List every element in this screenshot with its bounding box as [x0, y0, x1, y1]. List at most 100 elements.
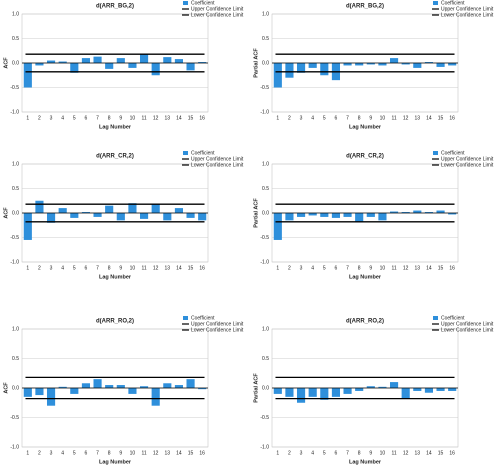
- y-tick-label: -1.0: [260, 259, 269, 265]
- bar: [139, 386, 149, 388]
- bar: [139, 213, 149, 219]
- legend-label: Lower Confidence Limit: [191, 327, 244, 333]
- bar: [273, 63, 282, 88]
- x-tick-label: 16: [199, 115, 205, 121]
- bar: [401, 63, 410, 65]
- bar: [296, 63, 306, 73]
- bar: [151, 204, 160, 213]
- bar: [436, 63, 445, 67]
- x-tick-label: 14: [176, 265, 182, 271]
- bar: [174, 208, 184, 213]
- y-tick-label: 0.0: [12, 210, 19, 216]
- bar: [285, 213, 294, 221]
- bar: [139, 54, 149, 63]
- x-tick-label: 6: [85, 115, 88, 121]
- bar: [81, 58, 91, 63]
- y-tick-label: -0.5: [260, 235, 269, 241]
- bar: [186, 213, 195, 218]
- legend-swatch: [433, 151, 438, 155]
- bar: [151, 388, 160, 406]
- bar: [151, 63, 160, 76]
- bar: [58, 386, 67, 388]
- x-tick-label: 7: [346, 265, 349, 271]
- x-tick-label: 1: [26, 450, 29, 456]
- legend-swatch: [183, 151, 188, 155]
- bar: [70, 63, 79, 73]
- x-tick-label: 4: [61, 450, 64, 456]
- bar: [35, 388, 44, 396]
- bar: [105, 385, 114, 388]
- y-tick-label: 1.0: [12, 161, 19, 167]
- bar: [23, 388, 32, 397]
- x-tick-label: 2: [38, 265, 41, 271]
- bar: [46, 213, 56, 223]
- bar: [285, 63, 294, 78]
- y-tick-label: -0.5: [260, 85, 269, 91]
- x-tick-label: 5: [73, 450, 76, 456]
- x-axis-title: Lag Number: [349, 274, 382, 280]
- bar: [378, 213, 387, 221]
- bar: [70, 213, 79, 218]
- x-tick-label: 7: [96, 265, 99, 271]
- x-tick-label: 2: [288, 450, 291, 456]
- x-tick-label: 14: [426, 265, 432, 271]
- bar: [81, 212, 91, 213]
- y-tick-label: -1.0: [10, 109, 19, 115]
- x-tick-label: 15: [438, 265, 444, 271]
- y-tick-label: 1.0: [262, 326, 269, 332]
- x-tick-label: 13: [415, 450, 421, 456]
- bar: [163, 213, 172, 221]
- chart: -1.0-0.50.00.51.01 2 3 4 5 6 7 8 9 10 11 12 13 14 15 16…: [3, 315, 243, 465]
- y-tick-label: -1.0: [260, 444, 269, 450]
- bar: [46, 388, 56, 406]
- legend-swatch: [183, 316, 188, 320]
- y-tick-label: -0.5: [10, 235, 19, 241]
- x-tick-label: 10: [130, 115, 136, 121]
- y-tick-label: 1.0: [12, 326, 19, 332]
- x-tick-label: 8: [108, 265, 111, 271]
- y-tick-label: 0.0: [12, 60, 19, 66]
- x-tick-label: 5: [323, 450, 326, 456]
- x-axis-title: Lag Number: [349, 459, 382, 465]
- bar: [116, 213, 125, 221]
- bar: [413, 388, 422, 391]
- bar: [448, 388, 457, 391]
- x-tick-label: 8: [108, 450, 111, 456]
- x-tick-label: 11: [391, 115, 396, 121]
- y-axis-title: ACF: [3, 57, 9, 69]
- x-tick-label: 10: [130, 265, 136, 271]
- x-tick-label: 2: [288, 115, 291, 121]
- x-tick-label: 13: [415, 265, 421, 271]
- bar: [436, 388, 445, 391]
- y-tick-label: -1.0: [10, 444, 19, 450]
- bar: [424, 62, 434, 63]
- bar: [285, 388, 294, 397]
- x-tick-label: 6: [85, 450, 88, 456]
- bar: [273, 388, 282, 394]
- bar: [401, 388, 410, 399]
- legend-label: Lower Confidence Limit: [441, 162, 494, 168]
- x-tick-label: 4: [311, 115, 314, 121]
- legend-label: Coefficient: [441, 150, 465, 156]
- x-tick-label: 3: [50, 115, 53, 121]
- x-tick-label: 9: [369, 265, 372, 271]
- bar: [296, 213, 306, 217]
- legend-label: Coefficient: [441, 0, 465, 6]
- y-tick-label: 0.5: [262, 186, 269, 192]
- bar: [128, 203, 137, 213]
- y-tick-label: 1.0: [262, 11, 269, 17]
- bar: [35, 200, 44, 213]
- x-tick-label: 16: [449, 450, 455, 456]
- x-tick-label: 10: [380, 265, 386, 271]
- chart-title: d(ARR_CR,2): [346, 154, 384, 160]
- x-tick-label: 3: [300, 115, 303, 121]
- chart: -1.0-0.50.00.51.01 2 3 4 5 6 7 8 9 10 11 12 13 14 15 16…: [3, 150, 243, 280]
- y-tick-label: -0.5: [10, 85, 19, 91]
- bar: [320, 213, 329, 217]
- x-tick-label: 15: [188, 450, 194, 456]
- bar: [273, 213, 282, 240]
- x-tick-label: 15: [188, 265, 194, 271]
